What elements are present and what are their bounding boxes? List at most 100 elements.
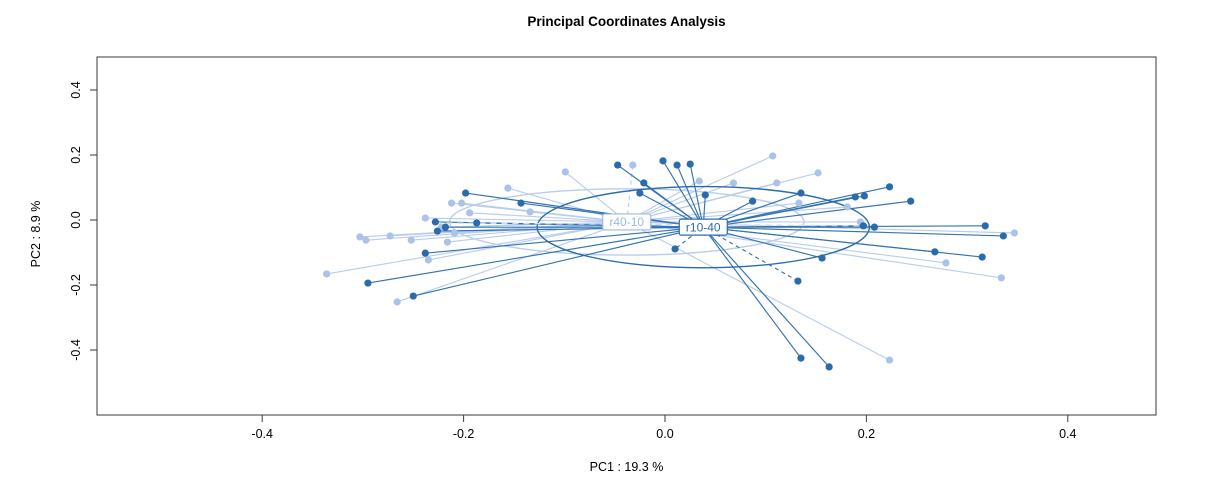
spider-line-r10-40 [413, 226, 704, 297]
spider-line-r40-10 [396, 221, 627, 303]
spider-line-r10-40 [689, 163, 704, 228]
plot-frame [96, 56, 1157, 416]
spider-line-r10-40 [702, 226, 799, 282]
spider-line-r40-10 [626, 221, 890, 361]
spider-line-r10-40 [702, 226, 830, 368]
x-tick-label: 0.0 [656, 427, 673, 441]
data-point-r40-10 [504, 184, 512, 192]
spider-line-r40-10 [469, 212, 627, 223]
spider-line-r10-40 [662, 160, 704, 228]
data-point-r40-10 [443, 238, 452, 246]
data-point-r40-10 [769, 152, 777, 160]
data-point-r10-40 [870, 223, 879, 231]
spider-line-r10-40 [703, 225, 986, 228]
data-point-r40-10 [393, 298, 401, 306]
spider-line-r40-10 [626, 165, 634, 223]
centroid-label-box-r40-10 [602, 213, 652, 231]
data-point-r10-40 [981, 222, 989, 230]
x-axis-title: PC1 : 19.3 % [589, 460, 664, 474]
data-point-r40-10 [885, 356, 894, 364]
data-point-r40-10 [407, 236, 415, 244]
data-point-r10-40 [409, 292, 417, 300]
x-tick-label: 0.4 [1059, 427, 1076, 441]
data-point-r40-10 [526, 208, 534, 216]
spider-line-r40-10 [626, 206, 848, 223]
data-point-r10-40 [851, 193, 859, 201]
y-tick-label: -0.4 [69, 339, 83, 361]
data-point-r10-40 [473, 219, 481, 227]
spider-line-r40-10 [425, 217, 627, 223]
data-point-r40-10 [629, 161, 637, 169]
data-point-r40-10 [447, 199, 456, 207]
data-point-r10-40 [825, 363, 833, 371]
spider-line-r10-40 [425, 226, 704, 254]
data-point-r40-10 [1010, 229, 1019, 237]
data-point-r10-40 [421, 249, 429, 257]
data-point-r40-10 [323, 270, 331, 278]
centroid-label-box-r10-40 [678, 218, 728, 236]
data-point-r40-10 [729, 179, 738, 187]
data-point-r40-10 [814, 169, 822, 177]
data-point-r10-40 [686, 160, 694, 168]
data-point-r10-40 [885, 183, 894, 191]
spider-line-r10-40 [703, 195, 865, 228]
data-point-r10-40 [794, 277, 802, 285]
data-point-r10-40 [818, 254, 826, 262]
data-point-r40-10 [695, 177, 703, 185]
data-point-r10-40 [860, 192, 868, 200]
data-point-r10-40 [797, 354, 805, 362]
data-point-r10-40 [907, 197, 915, 205]
data-point-r40-10 [450, 229, 459, 237]
x-tick-label: -0.4 [251, 427, 273, 441]
spider-line-r40-10 [626, 202, 799, 223]
data-point-r40-10 [997, 274, 1005, 282]
data-point-r10-40 [636, 189, 644, 197]
spider-line-r10-40 [676, 164, 704, 228]
data-point-r40-10 [356, 233, 364, 241]
data-point-r10-40 [364, 279, 372, 287]
spider-line-r10-40 [367, 226, 704, 284]
data-point-r40-10 [386, 232, 394, 240]
data-point-r40-10 [362, 236, 370, 244]
data-point-r10-40 [701, 191, 709, 199]
data-point-r10-40 [999, 232, 1007, 240]
x-tick-label: 0.2 [858, 427, 875, 441]
data-point-r10-40 [749, 197, 757, 205]
centroid-label-r10-40: r10-40 [686, 220, 721, 234]
data-point-r10-40 [673, 161, 681, 169]
data-point-r10-40 [797, 189, 805, 197]
spider-line-r10-40 [703, 200, 911, 228]
data-point-r40-10 [457, 199, 466, 207]
data-point-r40-10 [795, 199, 803, 207]
data-point-r10-40 [441, 223, 450, 231]
spider-line-r40-10 [626, 155, 773, 223]
data-point-r40-10 [843, 203, 851, 211]
data-point-r40-10 [773, 179, 781, 187]
data-point-r40-10 [942, 259, 950, 267]
y-tick-label: 0.0 [69, 211, 83, 228]
data-point-r40-10 [561, 168, 569, 176]
spider-line-r10-40 [703, 186, 890, 228]
data-point-r40-10 [466, 209, 474, 217]
y-tick-label: 0.2 [69, 146, 83, 163]
data-point-r10-40 [978, 253, 986, 261]
spider-line-r10-40 [437, 226, 704, 232]
data-point-r10-40 [433, 227, 442, 235]
group-ellipse-r10-40 [536, 185, 871, 269]
spider-line-r10-40 [702, 226, 802, 359]
data-point-r10-40 [859, 222, 867, 230]
spider-line-r10-40 [674, 226, 704, 250]
data-point-r10-40 [462, 189, 470, 197]
data-point-r10-40 [931, 248, 939, 256]
data-point-r10-40 [431, 218, 440, 226]
data-point-r10-40 [640, 179, 648, 187]
data-point-r40-10 [424, 256, 432, 264]
chart-title: Principal Coordinates Analysis [527, 14, 726, 29]
data-point-r40-10 [421, 214, 429, 222]
y-tick-label: 0.4 [69, 81, 83, 98]
x-tick-label: -0.2 [453, 427, 475, 441]
y-tick-label: -0.2 [69, 274, 83, 296]
data-point-r10-40 [659, 157, 667, 165]
